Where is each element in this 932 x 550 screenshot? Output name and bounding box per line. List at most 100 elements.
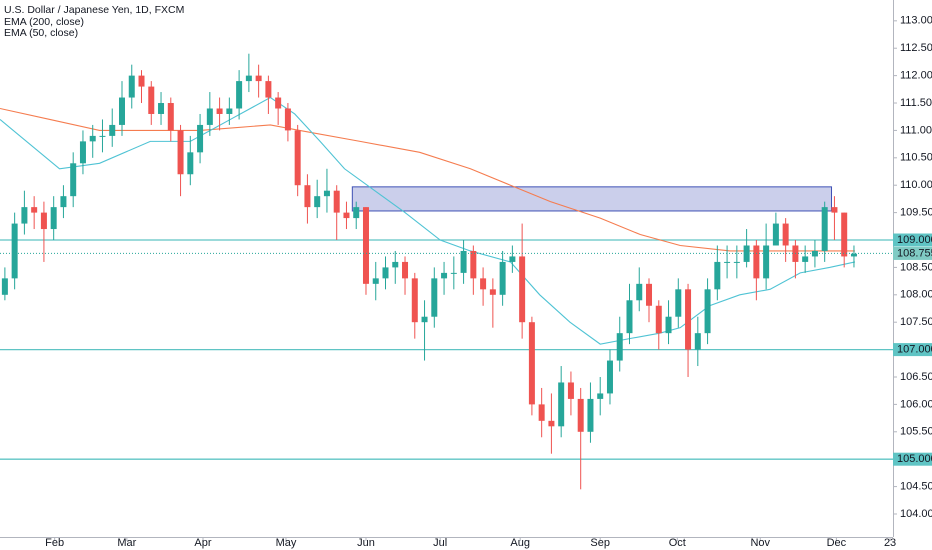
ema-line xyxy=(0,107,855,252)
y-tick-label: 108.500 xyxy=(900,261,932,273)
candle-body xyxy=(441,272,448,279)
candle-body xyxy=(60,196,67,208)
candle-body xyxy=(480,278,487,290)
candle-body xyxy=(460,250,467,273)
candle-body xyxy=(509,256,516,262)
candle-body xyxy=(655,305,662,334)
y-tick-label: 106.000 xyxy=(900,398,932,410)
candle-body xyxy=(782,223,789,246)
y-tick-label: 113.000 xyxy=(900,15,932,27)
candle-body xyxy=(548,420,555,427)
candle-body xyxy=(567,382,574,399)
candle-body xyxy=(528,322,535,405)
candle-body xyxy=(733,261,740,263)
legend-entry: EMA (200, close) xyxy=(4,16,84,28)
y-tick-label: 111.000 xyxy=(900,124,932,136)
candle-body xyxy=(431,278,438,317)
candle-body xyxy=(31,207,38,213)
candle-body xyxy=(675,289,682,317)
candle-body xyxy=(411,278,418,323)
candle-body xyxy=(314,196,321,208)
y-tick-label: 112.500 xyxy=(900,42,932,54)
candle-body xyxy=(167,103,174,131)
candle-body xyxy=(79,141,86,164)
candle-body xyxy=(665,316,672,334)
candle-body xyxy=(606,360,613,394)
candle-body xyxy=(333,190,340,213)
candle-body xyxy=(763,245,770,279)
candle-body xyxy=(841,212,848,257)
candle-body xyxy=(362,207,369,284)
candle-body xyxy=(772,223,779,246)
candle-body xyxy=(694,333,701,350)
y-tick-label: 104.500 xyxy=(900,480,932,492)
candle-body xyxy=(577,398,584,432)
y-tick-label: 106.500 xyxy=(900,371,932,383)
candle-body xyxy=(831,207,838,213)
candle-body xyxy=(646,283,653,306)
candle-body xyxy=(743,245,750,262)
x-tick-label: Aug xyxy=(510,537,530,549)
candle-body xyxy=(616,333,623,361)
x-tick-label: 23 xyxy=(884,537,896,549)
y-tick-label: 109.500 xyxy=(900,207,932,219)
x-tick-label: Oct xyxy=(669,537,686,549)
y-tick-label: 110.000 xyxy=(900,179,932,191)
candle-body xyxy=(470,250,477,279)
candle-body xyxy=(40,212,47,230)
candle-body xyxy=(50,207,57,230)
candle-body xyxy=(206,108,213,125)
candle-body xyxy=(177,130,184,175)
candle-body xyxy=(587,398,594,432)
candle-body xyxy=(685,289,692,350)
candle-body xyxy=(372,278,379,284)
x-tick-label: Dec xyxy=(827,537,847,549)
candle-body xyxy=(323,190,330,197)
candle-body xyxy=(109,124,116,136)
candle-body xyxy=(197,124,204,153)
candle-body xyxy=(275,97,282,109)
candle-body xyxy=(138,75,145,87)
zone xyxy=(351,186,833,212)
candle-body xyxy=(255,75,262,82)
candle-body xyxy=(392,261,399,268)
last-price-box xyxy=(893,246,932,260)
candle-body xyxy=(811,250,818,257)
candle-body xyxy=(402,261,409,279)
candle-body xyxy=(421,316,428,323)
legend-entry: EMA (50, close) xyxy=(4,27,78,39)
candle-body xyxy=(11,223,18,279)
candle-body xyxy=(21,207,28,224)
x-tick-label: May xyxy=(276,537,297,549)
y-tick-label: 110.500 xyxy=(900,152,932,164)
candle-body xyxy=(294,130,301,186)
x-tick-label: Apr xyxy=(194,537,211,549)
candle-body xyxy=(499,261,506,295)
plot-area xyxy=(0,53,893,490)
candle-body xyxy=(89,135,96,142)
level-label: 109.000 xyxy=(897,234,932,246)
candle-body xyxy=(626,300,633,334)
candle-body xyxy=(216,108,223,114)
candle-body xyxy=(118,97,125,125)
candle-body xyxy=(187,152,194,175)
candle-body xyxy=(343,212,350,219)
candle-body xyxy=(489,289,496,295)
candle-body xyxy=(558,382,565,427)
candle-body xyxy=(148,86,155,114)
candle-body xyxy=(450,272,457,274)
y-tick-label: 111.500 xyxy=(900,97,932,109)
candle-body xyxy=(704,289,711,334)
x-tick-label: Nov xyxy=(750,537,770,549)
candle-body xyxy=(304,185,311,208)
y-tick-label: 104.000 xyxy=(900,508,932,520)
last-price-label: 108.755 xyxy=(897,247,932,259)
chart-title: U.S. Dollar / Japanese Yen, 1D, FXCM xyxy=(4,4,184,16)
x-tick-label: Mar xyxy=(117,537,136,549)
candle-body xyxy=(1,278,8,295)
candle-body xyxy=(382,267,389,279)
x-tick-label: Feb xyxy=(45,537,64,549)
candle-body xyxy=(802,256,809,262)
